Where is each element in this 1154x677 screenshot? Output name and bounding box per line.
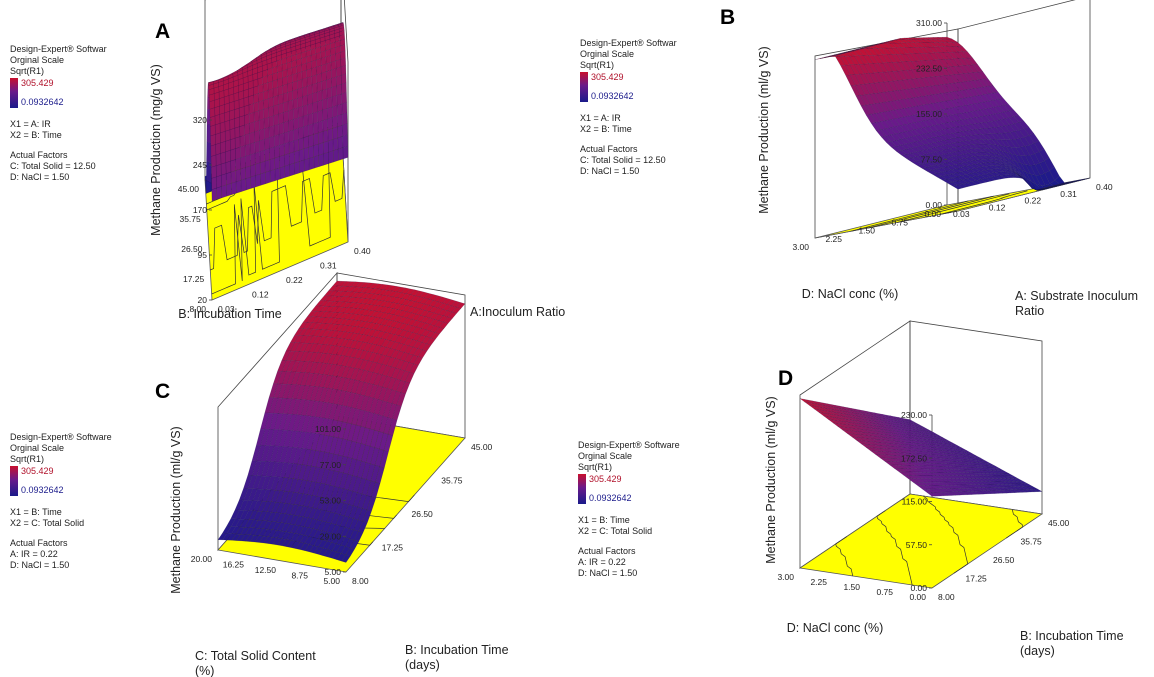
color-legend: 305.429 0.0932642: [578, 474, 718, 504]
y-axis-title: D: NaCl conc (%): [787, 621, 884, 635]
z-tick-label: 230.00: [901, 410, 927, 420]
z-axis-title: Methane Production (ml/g VS): [764, 396, 778, 563]
y-tick-label: 0.75: [876, 587, 893, 597]
factor-2: D: NaCl = 1.50: [10, 560, 70, 570]
x2-label: X2 = C: Total Solid: [578, 526, 653, 536]
contour-line: [210, 169, 345, 271]
color-legend: 305.429 0.0932642: [580, 72, 720, 102]
x2-label: X2 = B: Time: [10, 130, 62, 140]
legend-high: 305.429: [589, 474, 622, 484]
x1-label: X1 = A: IR: [580, 113, 621, 123]
legend-high: 305.429: [21, 466, 54, 476]
x-tick-label: 8.00: [938, 592, 955, 602]
color-scale-bar: [580, 72, 588, 102]
software-label: Design-Expert® Software: [578, 440, 680, 450]
factor-1: C: Total Solid = 12.50: [10, 161, 96, 171]
info-block-c: Design-Expert® Software Orginal Scale Sq…: [10, 432, 150, 571]
response-label: Sqrt(R1): [578, 462, 613, 472]
factor-2: D: NaCl = 1.50: [580, 166, 640, 176]
legend-low: 0.0932642: [591, 91, 634, 101]
x2-label: X2 = C: Total Solid: [10, 518, 85, 528]
x1-label: X1 = A: IR: [10, 119, 51, 129]
scale-label: Orginal Scale: [578, 451, 633, 461]
scale-label: Orginal Scale: [580, 49, 635, 59]
y-tick-label: 0.00: [909, 592, 926, 602]
y-tick-label: 3.00: [777, 572, 794, 582]
info-block-d: Design-Expert® Software Orginal Scale Sq…: [578, 440, 718, 579]
panel-label: D: [778, 367, 793, 390]
factors-title: Actual Factors: [580, 144, 638, 154]
color-scale-bar: [10, 78, 18, 108]
factors-title: Actual Factors: [578, 546, 636, 556]
factor-1: A: IR = 0.22: [10, 549, 58, 559]
x-axis-title: B: Incubation Time (days): [1020, 629, 1124, 658]
legend-low: 0.0932642: [21, 97, 64, 107]
software-label: Design-Expert® Softwar: [580, 38, 677, 48]
contour-line: [211, 136, 343, 295]
legend-low: 0.0932642: [21, 485, 64, 495]
response-label: Sqrt(R1): [10, 66, 45, 76]
software-label: Design-Expert® Softwar: [10, 44, 107, 54]
software-label: Design-Expert® Software: [10, 432, 112, 442]
scale-label: Orginal Scale: [10, 55, 65, 65]
x-tick-label: 35.75: [1021, 537, 1043, 547]
factor-1: C: Total Solid = 12.50: [580, 155, 666, 165]
response-label: Sqrt(R1): [10, 454, 45, 464]
legend-high: 305.429: [21, 78, 54, 88]
color-legend: 305.429 0.0932642: [10, 78, 150, 108]
response-surface: [204, 22, 349, 202]
factor-2: D: NaCl = 1.50: [10, 172, 70, 182]
z-tick-label: 57.50: [906, 540, 928, 550]
y-tick-label: 1.50: [843, 582, 860, 592]
factors-title: Actual Factors: [10, 150, 68, 160]
factor-1: A: IR = 0.22: [578, 557, 626, 567]
x2-label: X2 = B: Time: [580, 124, 632, 134]
scale-label: Orginal Scale: [10, 443, 65, 453]
color-scale-bar: [578, 474, 586, 504]
z-tick-label: 172.50: [901, 453, 927, 463]
x-tick-label: 26.50: [993, 555, 1015, 565]
z-tick-label: 115.00: [902, 497, 928, 507]
x1-label: X1 = B: Time: [10, 507, 62, 517]
color-scale-bar: [10, 466, 18, 496]
x-tick-label: 17.25: [966, 574, 988, 584]
response-label: Sqrt(R1): [580, 60, 615, 70]
factors-title: Actual Factors: [10, 538, 68, 548]
info-block-b: Design-Expert® Softwar Orginal Scale Sqr…: [580, 38, 720, 177]
x-tick-label: 45.00: [1048, 518, 1070, 528]
y-tick-label: 2.25: [810, 577, 827, 587]
info-block-a: Design-Expert® Softwar Orginal Scale Sqr…: [10, 44, 150, 183]
legend-low: 0.0932642: [589, 493, 632, 503]
x1-label: X1 = B: Time: [578, 515, 630, 525]
legend-high: 305.429: [591, 72, 624, 82]
color-legend: 305.429 0.0932642: [10, 466, 150, 496]
factor-2: D: NaCl = 1.50: [578, 568, 638, 578]
